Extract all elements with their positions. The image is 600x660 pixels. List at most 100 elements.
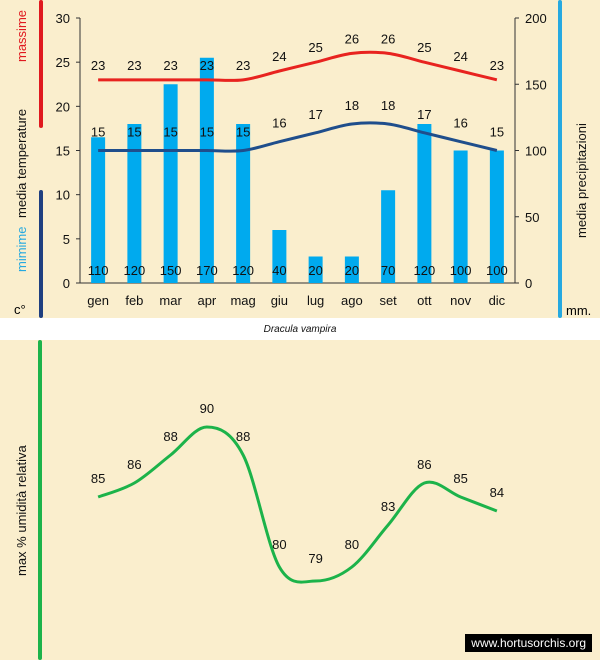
min-temperature-data-label: 15 <box>200 125 214 140</box>
left-tick-label: 25 <box>56 55 70 70</box>
min-temperature-data-label: 15 <box>127 125 141 140</box>
max-temperature-data-label: 23 <box>236 58 250 73</box>
humidity-chart-panel: 85 86 88 90 88 80 79 80 83 86 85 84 max % umidità r… <box>0 340 600 660</box>
month-tick-label: feb <box>125 293 143 308</box>
max-temperature-data-label: 26 <box>381 31 395 46</box>
min-temperature-data-label: 17 <box>308 107 322 122</box>
left-tick-label: 0 <box>63 276 70 291</box>
right-tick-label: 100 <box>525 144 547 159</box>
min-temperature-data-label: 15 <box>91 125 105 140</box>
month-tick-label: dic <box>489 293 506 308</box>
month-tick-label: nov <box>450 293 471 308</box>
max-temperature-data-label: 23 <box>127 58 141 73</box>
precipitation-data-label: 20 <box>308 263 322 278</box>
humidity-data-label: 79 <box>308 551 322 566</box>
min-temperature-data-label: 16 <box>453 116 467 131</box>
watermark: www.hortusorchis.org <box>465 634 592 652</box>
humidity-axis-label: max % umidità relativa <box>14 445 29 576</box>
precipitation-data-label: 20 <box>345 263 359 278</box>
left-tick-label: 30 <box>56 11 70 26</box>
mm-unit-label: mm. <box>566 303 592 318</box>
humidity-data-label: 85 <box>91 471 105 486</box>
max-temperature-data-label: 24 <box>272 49 286 64</box>
right-tick-label: 150 <box>525 77 547 92</box>
massime-label: massime <box>14 9 29 62</box>
humidity-data-label: 86 <box>127 457 141 472</box>
precipitation-bar <box>489 150 504 283</box>
precipitation-data-label: 150 <box>160 263 182 278</box>
min-temperature-data-label: 17 <box>417 107 431 122</box>
climate-chart-panel: 0 5 10 15 20 25 30 0 50 100 150 200 23 23 23 23 23 24 25 26… <box>0 0 600 318</box>
humidity-data-label: 88 <box>163 429 177 444</box>
precipitation-bar <box>417 124 432 283</box>
min-temperature-data-label: 18 <box>381 98 395 113</box>
precipitation-color-bar <box>558 0 562 318</box>
min-temperature-data-label: 15 <box>236 125 250 140</box>
precipitation-data-label: 100 <box>450 263 472 278</box>
humidity-data-label: 80 <box>272 537 286 552</box>
max-temperature-data-label: 26 <box>345 31 359 46</box>
precipitation-bar <box>308 256 323 283</box>
max-temperature-data-label: 25 <box>308 40 322 55</box>
min-temperature-data-label: 15 <box>163 125 177 140</box>
month-tick-label: gen <box>87 293 109 308</box>
max-temperature-data-label: 23 <box>200 58 214 73</box>
left-tick-label: 10 <box>56 188 70 203</box>
precipitation-data-label: 40 <box>272 263 286 278</box>
humidity-data-label: 80 <box>345 537 359 552</box>
precipitation-bar <box>127 124 142 283</box>
precipitation-bar <box>381 190 396 283</box>
max-temperature-data-label: 23 <box>163 58 177 73</box>
humidity-data-label: 86 <box>417 457 431 472</box>
precipitation-bar <box>91 137 106 283</box>
precipitation-data-label: 170 <box>196 263 218 278</box>
max-temperature-data-label: 25 <box>417 40 431 55</box>
month-tick-label: set <box>379 293 397 308</box>
chart-background <box>0 340 600 660</box>
month-tick-label: lug <box>307 293 324 308</box>
minime-label: mimime <box>14 226 29 273</box>
right-tick-label: 0 <box>525 276 532 291</box>
max-temperature-line <box>98 50 498 82</box>
left-tick-label: 15 <box>56 144 70 159</box>
humidity-data-label: 88 <box>236 429 250 444</box>
temperature-precipitation-chart: 0 5 10 15 20 25 30 0 50 100 150 200 23 23 23 23 23 24 25 26… <box>56 11 547 308</box>
humidity-chart: 85 86 88 90 88 80 79 80 83 86 85 84 <box>91 401 504 584</box>
humidity-color-bar <box>38 340 42 660</box>
max-temperature-data-label: 24 <box>453 49 467 64</box>
precipitation-data-label: 100 <box>486 263 508 278</box>
left-tick-label: 5 <box>63 232 70 247</box>
min-temperature-data-label: 15 <box>490 125 504 140</box>
left-tick-label: 20 <box>56 99 70 114</box>
precipitation-data-label: 120 <box>414 263 436 278</box>
humidity-data-label: 84 <box>490 485 504 500</box>
celsius-unit-label: c° <box>14 302 26 317</box>
right-tick-label: 200 <box>525 11 547 26</box>
precipitation-bar <box>199 57 214 283</box>
humidity-line <box>97 425 498 584</box>
precipitation-bar <box>236 124 251 283</box>
month-tick-label: ott <box>417 293 432 308</box>
precipitation-axis-label: media precipitazioni <box>574 123 589 238</box>
min-temperature-line <box>98 121 498 153</box>
humidity-data-label: 90 <box>200 401 214 416</box>
media-temperature-label: media temperature <box>14 108 29 218</box>
humidity-data-label: 85 <box>453 471 467 486</box>
minime-color-bar <box>39 190 43 318</box>
month-tick-label: giu <box>271 293 288 308</box>
humidity-data-label: 83 <box>381 499 395 514</box>
max-temperature-data-label: 23 <box>91 58 105 73</box>
precipitation-data-label: 120 <box>232 263 254 278</box>
min-temperature-data-label: 16 <box>272 116 286 131</box>
massime-color-bar <box>39 0 43 128</box>
month-tick-label: mag <box>230 293 255 308</box>
max-temperature-data-label: 23 <box>490 58 504 73</box>
species-name: Dracula vampira <box>263 324 337 335</box>
precipitation-data-label: 120 <box>124 263 146 278</box>
precipitation-bar <box>453 150 468 283</box>
precipitation-data-label: 110 <box>88 263 109 278</box>
precipitation-data-label: 70 <box>381 263 395 278</box>
precipitation-bar <box>344 256 359 283</box>
month-tick-label: apr <box>197 293 216 308</box>
month-tick-label: mar <box>159 293 182 308</box>
